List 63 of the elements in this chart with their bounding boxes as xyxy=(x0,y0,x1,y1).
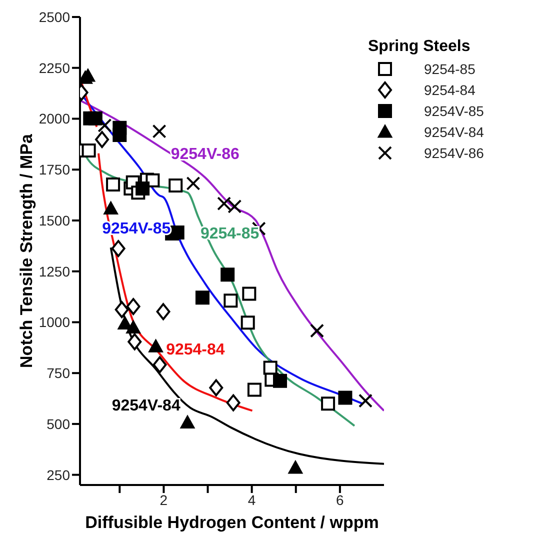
annotation: 9254V-84 xyxy=(112,398,180,415)
point xyxy=(152,356,167,374)
legend-label: 9254V-86 xyxy=(424,144,484,160)
point xyxy=(104,202,118,214)
y-tick-label: 500 xyxy=(46,416,70,432)
point xyxy=(321,396,336,411)
point xyxy=(106,177,120,192)
point xyxy=(338,390,352,405)
point xyxy=(112,128,127,142)
point xyxy=(310,324,324,338)
legend-label: 9254-85 xyxy=(424,60,476,76)
point xyxy=(98,118,112,132)
point xyxy=(224,294,238,308)
x-axis-title: Diffusible Hydrogen Content / wppm xyxy=(85,513,379,532)
point xyxy=(128,333,142,350)
point xyxy=(114,301,129,318)
point xyxy=(156,303,170,320)
x-tick-label: 6 xyxy=(336,492,344,508)
point xyxy=(228,199,242,214)
y-tick-label: 750 xyxy=(46,365,70,382)
x-tick-label: 4 xyxy=(248,492,256,508)
y-tick-label: 2000 xyxy=(38,110,70,127)
point xyxy=(118,316,132,330)
point xyxy=(152,124,166,138)
y-tick-label: 250 xyxy=(46,466,70,483)
point xyxy=(126,320,140,334)
point xyxy=(88,111,102,126)
point xyxy=(209,379,224,396)
legend-label: 9254-84 xyxy=(424,82,476,98)
point xyxy=(247,382,262,397)
point xyxy=(217,196,232,211)
y-tick-label: 1000 xyxy=(38,314,70,330)
annotation: 9254V-86 xyxy=(170,146,240,164)
y-tick-label: 1750 xyxy=(38,162,70,178)
point xyxy=(226,394,240,412)
y-axis-title: Notch Tensile Strength / MPa xyxy=(17,133,36,368)
y-tick-label: 1500 xyxy=(38,212,70,228)
point xyxy=(273,374,288,388)
point xyxy=(126,298,140,316)
point xyxy=(180,416,194,429)
point xyxy=(240,316,255,330)
point xyxy=(220,268,235,282)
point xyxy=(148,340,163,352)
point xyxy=(358,394,372,408)
y-tick-label: 2500 xyxy=(38,8,70,25)
point xyxy=(288,460,302,474)
point xyxy=(168,178,183,192)
y-tick-label: 1250 xyxy=(38,263,70,280)
point xyxy=(186,176,200,190)
point xyxy=(242,286,256,301)
point xyxy=(111,240,126,258)
legend-label: 9254V-85 xyxy=(424,102,484,118)
point xyxy=(136,182,150,196)
point xyxy=(95,130,110,148)
legend-label: 9254V-84 xyxy=(424,124,484,140)
point xyxy=(195,290,210,305)
x-tick-label: 2 xyxy=(160,492,168,508)
annotation: 9254-84 xyxy=(166,341,225,358)
y-tick-label: 2250 xyxy=(38,60,70,76)
point xyxy=(170,225,184,240)
line-series xyxy=(80,142,356,427)
legend-title: Spring Steels xyxy=(368,38,472,56)
point xyxy=(82,143,96,158)
